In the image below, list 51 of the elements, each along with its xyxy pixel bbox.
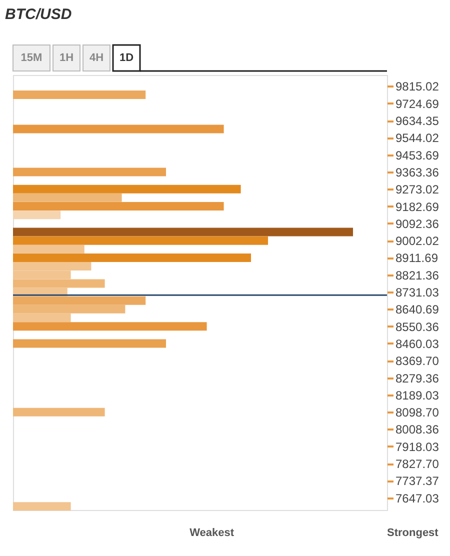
y-tick-label: 7918.03 [396,440,440,454]
y-tick-label: 9724.69 [396,96,440,111]
y-tick-label: 8008.36 [396,422,440,437]
text: 4H [89,52,104,64]
bar [13,124,224,134]
bar [13,168,166,176]
text: Strongest [387,527,439,539]
y-tick-label: 7647.03 [396,491,440,506]
bar [13,90,146,100]
y-tick-label: 8640.69 [396,302,440,317]
y-tick-label: 9002.02 [396,234,440,248]
bar [13,502,71,511]
y-tick-label: 8098.70 [396,406,440,420]
y-tick-label: 9453.69 [396,148,440,162]
bar [13,193,122,202]
text: 1H [59,52,74,64]
y-tick-label: 9363.36 [396,165,440,180]
bar [13,314,71,322]
bar [13,236,268,245]
y-tick-label: 8189.03 [396,388,440,402]
bar [13,322,207,331]
chart-title: BTC/USD [5,6,72,23]
y-tick-label: 7827.70 [396,457,440,472]
y-tick-label: 9273.02 [396,182,440,197]
text: 1D [119,52,134,64]
bar [13,279,105,288]
y-tick-label: 8731.03 [396,286,440,300]
y-tick-label: 9182.69 [396,200,440,214]
bar [13,296,146,305]
text: Weakest [190,527,234,539]
y-tick-label: 7737.37 [396,474,440,488]
bar [13,228,353,236]
bar [13,244,84,254]
bar [13,210,61,220]
y-tick-label: 9815.02 [396,80,440,94]
bar [13,202,224,211]
y-tick-label: 8460.03 [396,336,440,351]
text: 15M [20,52,42,64]
y-tick-label: 8279.36 [396,371,440,386]
bar [13,304,126,314]
y-tick-label: 9544.02 [396,131,440,146]
y-tick-label: 9092.36 [396,216,440,231]
bar [13,408,105,416]
y-tick-label: 8369.70 [396,354,440,368]
bar [13,184,241,194]
bar [13,339,166,348]
bar [13,253,251,262]
y-tick-label: 8821.36 [396,268,440,282]
y-tick-label: 9634.35 [396,114,440,128]
y-tick-label: 8911.69 [396,251,438,266]
y-tick-label: 8550.36 [396,320,440,334]
